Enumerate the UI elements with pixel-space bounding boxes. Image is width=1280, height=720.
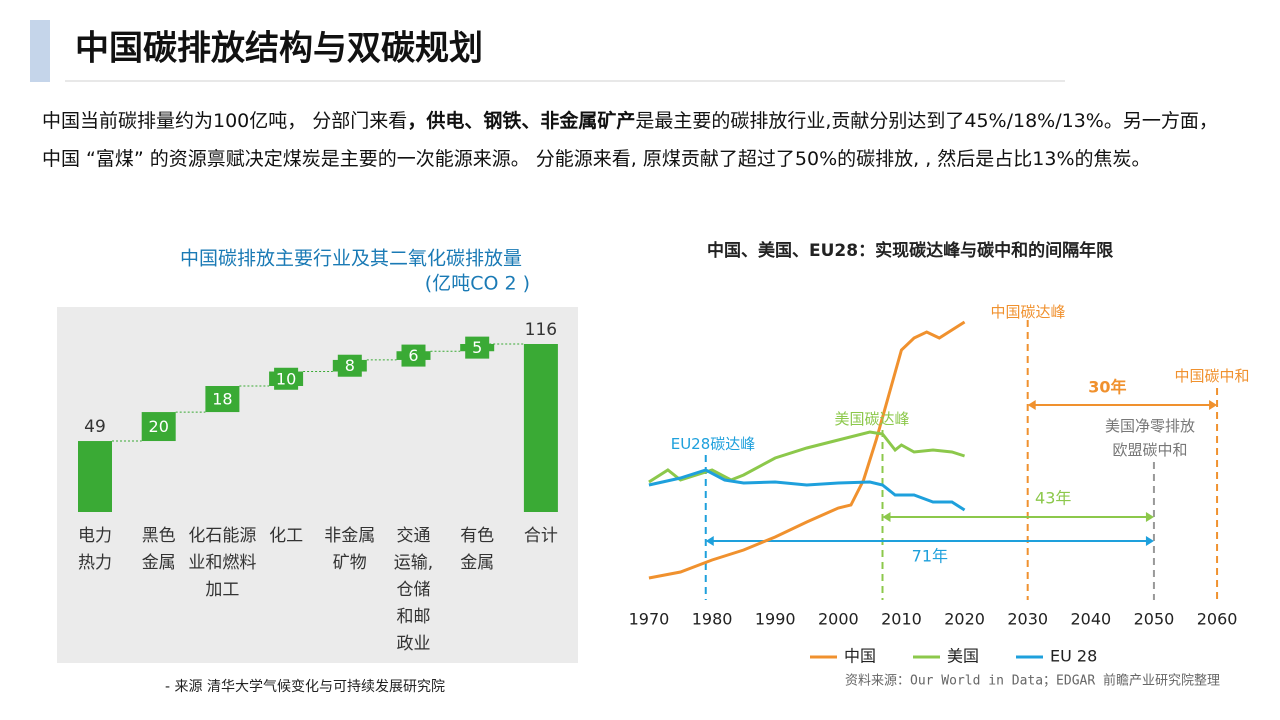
chart-subtitle: (亿吨CO 2 ) xyxy=(425,273,530,295)
arrow-label: 71年 xyxy=(912,547,948,566)
legend-label: 美国 xyxy=(947,647,979,666)
series-line xyxy=(648,468,966,512)
x-tick-label: 交通 运输, 仓储 和邮 政业 xyxy=(393,526,434,654)
label-box xyxy=(401,344,426,367)
arrow-label: 30年 xyxy=(1088,378,1126,397)
x-tick-label: 化石能源 业和燃料 加工 xyxy=(188,526,257,600)
annotation: 中国碳中和 xyxy=(1174,367,1250,385)
paragraph-text: ，供电、钢铁、非金属矿产 xyxy=(407,110,636,132)
x-tick-label: 1970 xyxy=(629,610,670,629)
label-box xyxy=(274,367,299,390)
x-tick-label: 黑色 金属 xyxy=(141,526,176,573)
annotation: 中国碳达峰 xyxy=(990,303,1066,321)
value-label: 18 xyxy=(212,390,232,409)
legend-label: 中国 xyxy=(844,647,876,666)
value-label: 5 xyxy=(472,338,482,357)
x-tick-label: 合计 xyxy=(523,526,558,546)
value-label: 10 xyxy=(276,369,296,388)
paragraph: 中国当前碳排量约为100亿吨， 分部门来看，供电、钢铁、非金属矿产是最主要的碳排… xyxy=(42,102,1242,178)
x-tick-label: 1990 xyxy=(755,610,796,629)
x-tick-label: 2050 xyxy=(1134,610,1175,629)
value-label: 49 xyxy=(84,417,106,437)
chart-title: 中国、美国、EU28：实现碳达峰与碳中和的间隔年限 xyxy=(707,240,1113,261)
series-line xyxy=(648,430,966,484)
arrow-label: 43年 xyxy=(1035,489,1071,508)
x-tick-label: 2000 xyxy=(818,610,859,629)
paragraph-text: 是最主要的碳排放行业,贡献分别达到了45%/18%/13%。另一方面， 中国 “… xyxy=(42,110,1218,170)
chart-bg xyxy=(57,307,578,663)
annotation: 美国净零排放 欧盟碳中和 xyxy=(1104,417,1195,459)
value-label: 8 xyxy=(345,356,355,375)
label-box xyxy=(337,354,362,377)
value-label: 116 xyxy=(525,320,557,340)
bar xyxy=(523,344,558,512)
paragraph-text: 中国当前碳排量约为100亿吨， 分部门来看 xyxy=(42,110,408,132)
x-tick-label: 2020 xyxy=(944,610,985,629)
annotation: EU28碳达峰 xyxy=(670,435,756,453)
x-tick-label: 有色 金属 xyxy=(460,526,495,573)
x-tick-label: 2010 xyxy=(881,610,922,629)
bar xyxy=(78,441,112,512)
x-tick-label: 1980 xyxy=(692,610,733,629)
source: - 来源 清华大学气候变化与可持续发展研究院 xyxy=(165,678,445,695)
x-tick-label: 非金属 矿物 xyxy=(324,526,376,573)
x-tick-label: 2040 xyxy=(1070,610,1111,629)
series-line xyxy=(648,320,966,580)
x-tick-label: 2030 xyxy=(1007,610,1048,629)
chart-title: 中国碳排放主要行业及其二氧化碳排放量 xyxy=(180,248,522,270)
header-bar xyxy=(30,20,50,82)
page-title: 中国碳排放结构与双碳规划 xyxy=(75,29,483,69)
value-label: 6 xyxy=(408,346,418,365)
label-box xyxy=(146,415,171,438)
annotation: 美国碳达峰 xyxy=(834,410,910,428)
label-box xyxy=(465,336,490,359)
value-label: 20 xyxy=(149,417,169,436)
x-tick-label: 电力 热力 xyxy=(78,526,112,573)
source: 资料来源：Our World in Data；EDGAR 前瞻产业研究院整理 xyxy=(845,673,1220,689)
x-tick-label: 2060 xyxy=(1197,610,1238,629)
legend-label: EU 28 xyxy=(1050,647,1097,666)
x-tick-label: 化工 xyxy=(269,526,304,546)
label-box xyxy=(210,388,235,411)
